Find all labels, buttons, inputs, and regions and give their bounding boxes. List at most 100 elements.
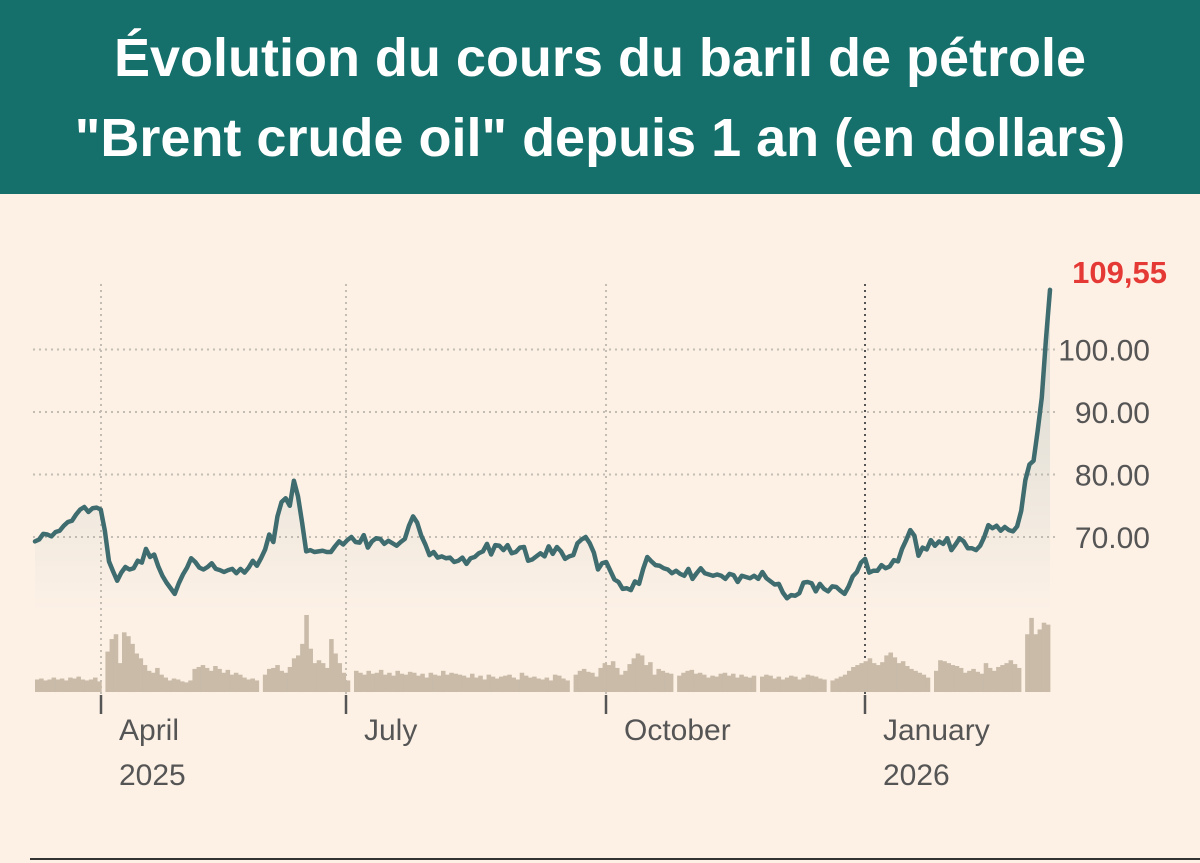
volume-bar [316,660,322,692]
volume-bar [660,670,666,693]
volume-bar [279,670,284,693]
volume-bar [544,677,550,692]
volume-bar [155,667,160,692]
volume-bar [627,664,632,692]
volume-bar [47,679,52,692]
volume-bar [822,679,827,692]
volume-bar [72,678,77,692]
volume-bar [275,665,280,692]
volume-bar [246,679,251,692]
volume-bar [776,676,782,692]
volume-bar [780,679,786,692]
volume-bar [726,675,732,692]
volume-bar [859,663,864,693]
volume-bar [242,677,247,692]
volume-bar [370,673,376,692]
volume-bar [934,670,939,693]
volume-bar [196,666,202,692]
volume-bar [946,663,951,693]
volume-bar [818,678,823,692]
volume-bar [971,668,976,692]
volume-bar [532,676,537,692]
volume-bar [167,680,173,692]
chart-title-line-1: Évolution du cours du baril de pétrole [113,28,1087,88]
volume-bar [441,670,446,693]
volume-bar [68,677,73,692]
volume-bar [706,677,711,692]
volume-bar [851,666,856,692]
volume-bar [432,674,438,692]
volume-bar [465,677,471,692]
volume-bar [1041,622,1047,692]
volume-bar [1037,629,1043,692]
volume-bar [494,678,500,692]
bottom-rule [30,858,1200,860]
volume-bar [97,681,102,692]
volume-bar [374,672,380,692]
y-tick-label: 90.00 [1075,397,1150,430]
volume-bar [830,680,835,692]
volume-bar [122,632,127,692]
volume-bar [221,672,226,692]
volume-bar [250,678,255,692]
volume-bar [238,674,243,692]
volume-bar [134,653,139,692]
volume-bar [644,665,649,692]
volume-bar [722,672,728,692]
volume-bar [739,674,744,692]
volume-bar [760,676,765,692]
volume-bar [105,651,110,692]
volume-bar [151,672,156,692]
volume-bar [772,678,777,692]
volume-bar [213,666,218,692]
volume-bar [358,672,363,692]
volume-bar [747,677,753,692]
volume-bar [362,674,367,692]
volume-bar [697,672,703,692]
volume-bar [254,680,260,692]
last-value-label: 109,55 [1072,255,1167,290]
volume-bar [942,661,947,692]
volume-bar [967,670,972,693]
volume-bar [731,673,736,692]
volume-bar [428,672,434,692]
volume-bar [789,675,794,692]
volume-bar [287,666,293,692]
volume-bar [159,674,164,692]
volume-bar [606,665,612,692]
volume-bar [445,674,450,692]
volume-bar [420,673,425,692]
x-tick-label: July [364,714,417,747]
volume-bar [412,672,417,692]
volume-bar [55,679,61,692]
price-line [32,287,1053,601]
x-axis-ticks: April 2025 July October January 2026 [99,695,990,792]
volume-bar [126,636,131,692]
volume-bar [59,678,65,692]
volume-bar [764,674,769,692]
volume-bar [192,668,197,692]
volume-bar [39,678,44,692]
volume-bar [80,679,86,692]
volume-bar [499,676,504,692]
x-tick-year-label: 2026 [883,759,950,792]
volume-bar [619,674,624,692]
volume-bar [511,677,516,692]
volume-bar [337,663,342,693]
x-tick-year-label: 2025 [119,759,186,792]
volume-bar [267,668,272,692]
volume-bar [93,677,98,692]
volume-bar [598,667,603,692]
volume-bar [718,673,724,692]
volume-bar [470,673,475,692]
y-tick-label: 100.00 [1058,335,1150,368]
volume-bar [540,679,545,692]
volume-bar [801,677,806,692]
volume-bar [631,658,637,692]
volume-bar [354,670,359,693]
volume-bar [291,658,297,692]
volume-bar [561,678,566,692]
volume-bar [457,674,463,692]
volume-bar [229,674,235,692]
volume-bar [1008,660,1014,692]
